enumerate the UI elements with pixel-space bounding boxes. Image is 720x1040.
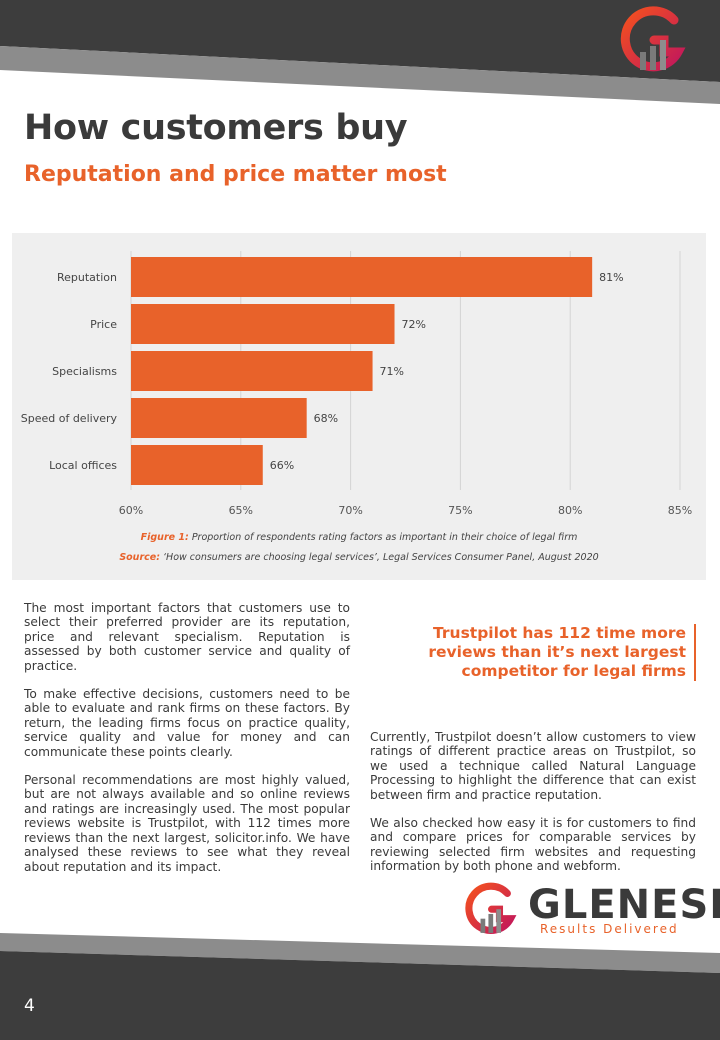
page-number: 4 [24, 996, 35, 1016]
x-tick-label: 80% [558, 504, 582, 517]
page-subtitle: Reputation and price matter most [24, 162, 447, 187]
bar [131, 304, 395, 344]
paragraph: The most important factors that customer… [24, 601, 350, 673]
glenesk-logo-icon [465, 882, 517, 934]
bar [131, 257, 593, 297]
category-label: Reputation [57, 271, 117, 284]
data-label: 68% [314, 412, 338, 425]
brand-name: GLENESK [528, 882, 720, 928]
brand-block: GLENESK Results Delivered [460, 880, 720, 944]
bar [131, 445, 263, 485]
glenesk-logo-icon [620, 6, 686, 72]
bar [131, 351, 373, 391]
paragraph: We also checked how easy it is for custo… [370, 816, 696, 874]
data-label: 72% [402, 318, 426, 331]
source-label: Source: [119, 552, 161, 563]
body-column-left: The most important factors that customer… [24, 601, 350, 888]
x-tick-label: 70% [338, 504, 362, 517]
data-label: 66% [270, 459, 294, 472]
category-label: Specialisms [52, 365, 117, 378]
figure-label: Figure 1: [140, 532, 189, 543]
body-column-right: Currently, Trustpilot doesn’t allow cust… [370, 730, 696, 888]
category-label: Price [90, 318, 117, 331]
header-band [0, 0, 720, 104]
x-tick-label: 65% [229, 504, 253, 517]
data-label: 81% [599, 271, 623, 284]
category-label: Speed of delivery [21, 412, 118, 425]
footer-band [0, 933, 720, 1040]
bar [131, 398, 307, 438]
source-caption: Source: ‘How consumers are choosing lega… [12, 552, 706, 563]
bar-chart: 60% 65% 70% 75% 80% 85% Reputation 81% Price 72% S… [21, 251, 692, 517]
paragraph: Personal recommendations are most highly… [24, 773, 350, 874]
data-label: 71% [380, 365, 404, 378]
paragraph: To make effective decisions, customers n… [24, 687, 350, 759]
brand-tagline: Results Delivered [540, 922, 679, 936]
pull-quote: Trustpilot has 112 time more reviews tha… [370, 624, 696, 681]
figure-caption: Figure 1: Proportion of respondents rati… [12, 532, 706, 543]
x-tick-label: 75% [448, 504, 472, 517]
x-tick-label: 85% [668, 504, 692, 517]
x-tick-label: 60% [119, 504, 143, 517]
paragraph: Currently, Trustpilot doesn’t allow cust… [370, 730, 696, 802]
figure-text: Proportion of respondents rating factors… [188, 532, 578, 543]
chart-panel: 60% 65% 70% 75% 80% 85% Reputation 81% Price 72% S… [12, 233, 706, 580]
page-title: How customers buy [24, 108, 408, 148]
category-label: Local offices [49, 459, 117, 472]
source-text: ‘How consumers are choosing legal servic… [160, 552, 599, 563]
